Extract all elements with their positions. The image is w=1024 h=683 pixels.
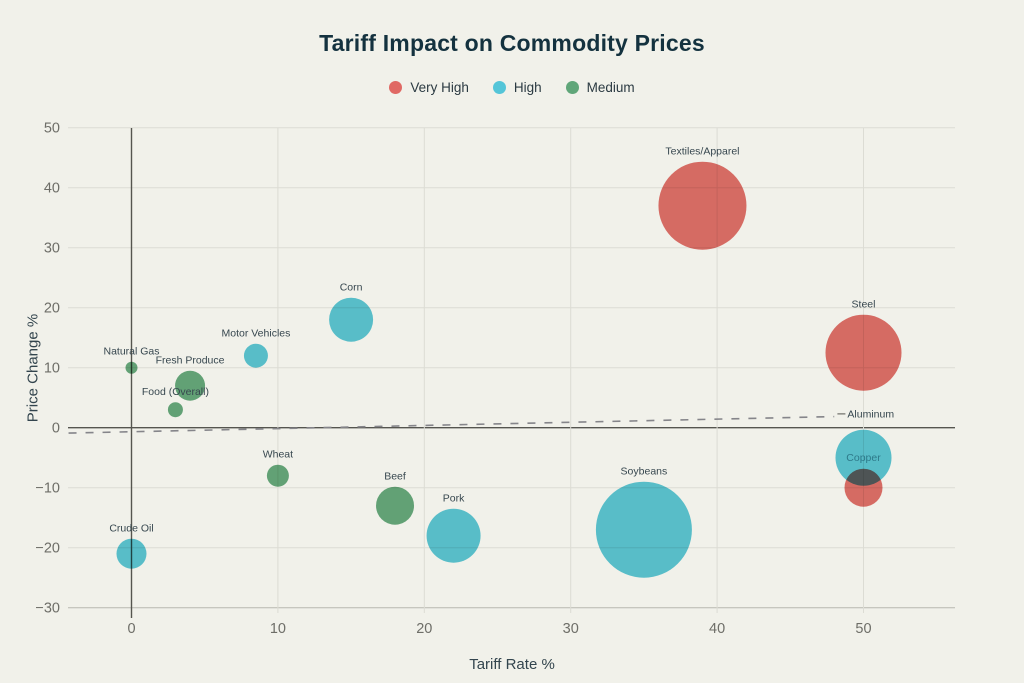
x-tick-label: 0 — [127, 621, 135, 637]
bubble-steel[interactable] — [825, 314, 902, 391]
bubble-label: Crude Oil — [109, 523, 153, 535]
bubble-label: Natural Gas — [103, 346, 159, 358]
y-tick-label: 40 — [44, 181, 60, 197]
legend: Very High High Medium — [0, 80, 1024, 95]
legend-item-very-high[interactable]: Very High — [389, 80, 469, 95]
legend-item-medium[interactable]: Medium — [565, 80, 635, 95]
bubble-label: Textiles/Apparel — [665, 146, 739, 158]
y-tick-label: 0 — [52, 421, 60, 437]
chart-title: Tariff Impact on Commodity Prices — [319, 30, 705, 56]
y-axis-title: Price Change % — [24, 313, 42, 423]
bubble-motor-vehicles[interactable] — [243, 343, 268, 368]
legend-item-label: Medium — [586, 80, 635, 95]
bubble-label: Beef — [384, 471, 406, 483]
bubble-label: Wheat — [263, 449, 293, 461]
x-tick-label: 20 — [416, 621, 432, 637]
y-tick-label: −20 — [35, 541, 60, 557]
legend-dot-icon — [389, 81, 403, 94]
legend-item-high[interactable]: High — [492, 80, 542, 95]
y-tick-label: 10 — [44, 361, 60, 377]
x-tick-label: 40 — [709, 621, 725, 637]
bubble-corn[interactable] — [329, 297, 374, 342]
bubble-fresh-produce[interactable] — [175, 370, 206, 401]
bubble-label: Aluminum — [847, 408, 894, 420]
legend-dot-icon — [492, 81, 506, 94]
y-tick-label: 30 — [44, 241, 60, 257]
y-tick-label: 20 — [44, 301, 60, 317]
x-tick-label: 30 — [563, 621, 579, 637]
bubble-food-overall-[interactable] — [167, 402, 183, 418]
bubble-label: Soybeans — [621, 466, 668, 478]
bubble-label: Pork — [443, 493, 465, 505]
bubble-pork[interactable] — [426, 508, 481, 563]
x-tick-label: 10 — [270, 621, 286, 637]
bubble-soybeans[interactable] — [595, 481, 692, 578]
y-tick-label: 50 — [44, 121, 60, 137]
y-tick-label: −10 — [35, 481, 60, 497]
legend-dot-icon — [565, 81, 579, 94]
legend-item-label: High — [513, 80, 542, 95]
x-axis-title: Tariff Rate % — [469, 656, 555, 673]
bubble-label: Steel — [852, 299, 876, 311]
bubble-label: Fresh Produce — [156, 355, 225, 367]
y-tick-label: −30 — [35, 601, 60, 617]
bubble-wheat[interactable] — [266, 464, 289, 487]
legend-item-label: Very High — [410, 80, 469, 95]
bubble-label: Corn — [340, 282, 363, 294]
bubble-label: Motor Vehicles — [222, 328, 291, 340]
bubble-beef[interactable] — [376, 486, 415, 525]
bubble-textiles-apparel[interactable] — [658, 161, 747, 250]
bubble-crude-oil[interactable] — [116, 538, 147, 569]
trend-line — [68, 415, 835, 434]
bubble-label: Copper — [846, 452, 881, 464]
bubble-copper[interactable] — [835, 429, 892, 486]
x-tick-label: 50 — [855, 621, 871, 637]
bubble-label: Food (Overall) — [142, 386, 209, 398]
bubble-natural-gas[interactable] — [125, 361, 138, 374]
